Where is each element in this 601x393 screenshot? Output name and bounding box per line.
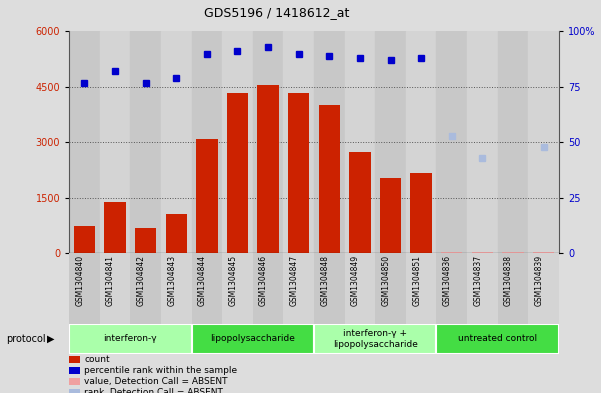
Text: protocol: protocol — [6, 334, 46, 344]
Bar — [253, 31, 284, 253]
Text: GSM1304846: GSM1304846 — [259, 255, 268, 306]
Bar — [436, 31, 467, 253]
Text: untreated control: untreated control — [458, 334, 537, 343]
Bar — [257, 85, 279, 253]
Text: GSM1304851: GSM1304851 — [412, 255, 421, 306]
Text: GDS5196 / 1418612_at: GDS5196 / 1418612_at — [204, 6, 349, 19]
Bar — [196, 139, 218, 253]
Bar — [135, 228, 156, 253]
Text: interferon-γ +
lipopolysaccharide: interferon-γ + lipopolysaccharide — [333, 329, 418, 349]
Bar — [74, 226, 95, 253]
Bar — [222, 253, 253, 324]
Bar — [284, 253, 314, 324]
Bar — [161, 31, 192, 253]
Bar — [472, 252, 493, 253]
Bar — [314, 324, 436, 354]
Text: GSM1304836: GSM1304836 — [443, 255, 452, 306]
Bar — [284, 31, 314, 253]
Bar — [436, 324, 559, 354]
Text: GSM1304838: GSM1304838 — [504, 255, 513, 306]
Text: rank, Detection Call = ABSENT: rank, Detection Call = ABSENT — [84, 388, 223, 393]
Bar — [436, 253, 467, 324]
Text: ▶: ▶ — [47, 334, 55, 344]
Text: GSM1304847: GSM1304847 — [290, 255, 299, 306]
Text: value, Detection Call = ABSENT: value, Detection Call = ABSENT — [84, 377, 228, 386]
Bar — [100, 253, 130, 324]
Text: GSM1304845: GSM1304845 — [228, 255, 237, 306]
Bar — [105, 202, 126, 253]
Bar — [319, 105, 340, 253]
Bar — [314, 31, 344, 253]
Text: GSM1304842: GSM1304842 — [136, 255, 145, 306]
Bar — [467, 253, 498, 324]
Text: GSM1304841: GSM1304841 — [106, 255, 115, 306]
Bar — [100, 31, 130, 253]
Bar — [467, 31, 498, 253]
Text: GSM1304843: GSM1304843 — [167, 255, 176, 306]
Bar — [192, 31, 222, 253]
Text: lipopolysaccharide: lipopolysaccharide — [210, 334, 295, 343]
Bar — [528, 31, 559, 253]
Text: count: count — [84, 355, 110, 364]
Text: GSM1304849: GSM1304849 — [351, 255, 360, 306]
Bar — [192, 253, 222, 324]
Bar — [498, 253, 528, 324]
Bar — [380, 178, 401, 253]
Text: GSM1304840: GSM1304840 — [75, 255, 84, 306]
Text: GSM1304839: GSM1304839 — [535, 255, 544, 306]
Bar — [130, 31, 161, 253]
Bar — [375, 31, 406, 253]
Bar — [161, 253, 192, 324]
Bar — [375, 253, 406, 324]
Bar — [227, 92, 248, 253]
Text: interferon-γ: interferon-γ — [103, 334, 157, 343]
Text: GSM1304848: GSM1304848 — [320, 255, 329, 306]
Bar — [502, 252, 523, 253]
Bar — [344, 31, 375, 253]
Bar — [69, 324, 192, 354]
Bar — [69, 31, 100, 253]
Bar — [498, 31, 528, 253]
Bar — [406, 253, 436, 324]
Bar — [410, 173, 432, 253]
Bar — [349, 152, 371, 253]
Bar — [528, 253, 559, 324]
Bar — [314, 253, 344, 324]
Bar — [130, 253, 161, 324]
Bar — [222, 31, 253, 253]
Bar — [533, 252, 554, 253]
Bar — [253, 253, 284, 324]
Text: percentile rank within the sample: percentile rank within the sample — [84, 366, 237, 375]
Bar — [192, 324, 314, 354]
Bar — [69, 253, 100, 324]
Bar — [288, 92, 310, 253]
Bar — [165, 214, 187, 253]
Bar — [406, 31, 436, 253]
Bar — [344, 253, 375, 324]
Text: GSM1304844: GSM1304844 — [198, 255, 207, 306]
Text: GSM1304850: GSM1304850 — [382, 255, 391, 306]
Bar — [441, 252, 463, 253]
Text: GSM1304837: GSM1304837 — [474, 255, 483, 306]
